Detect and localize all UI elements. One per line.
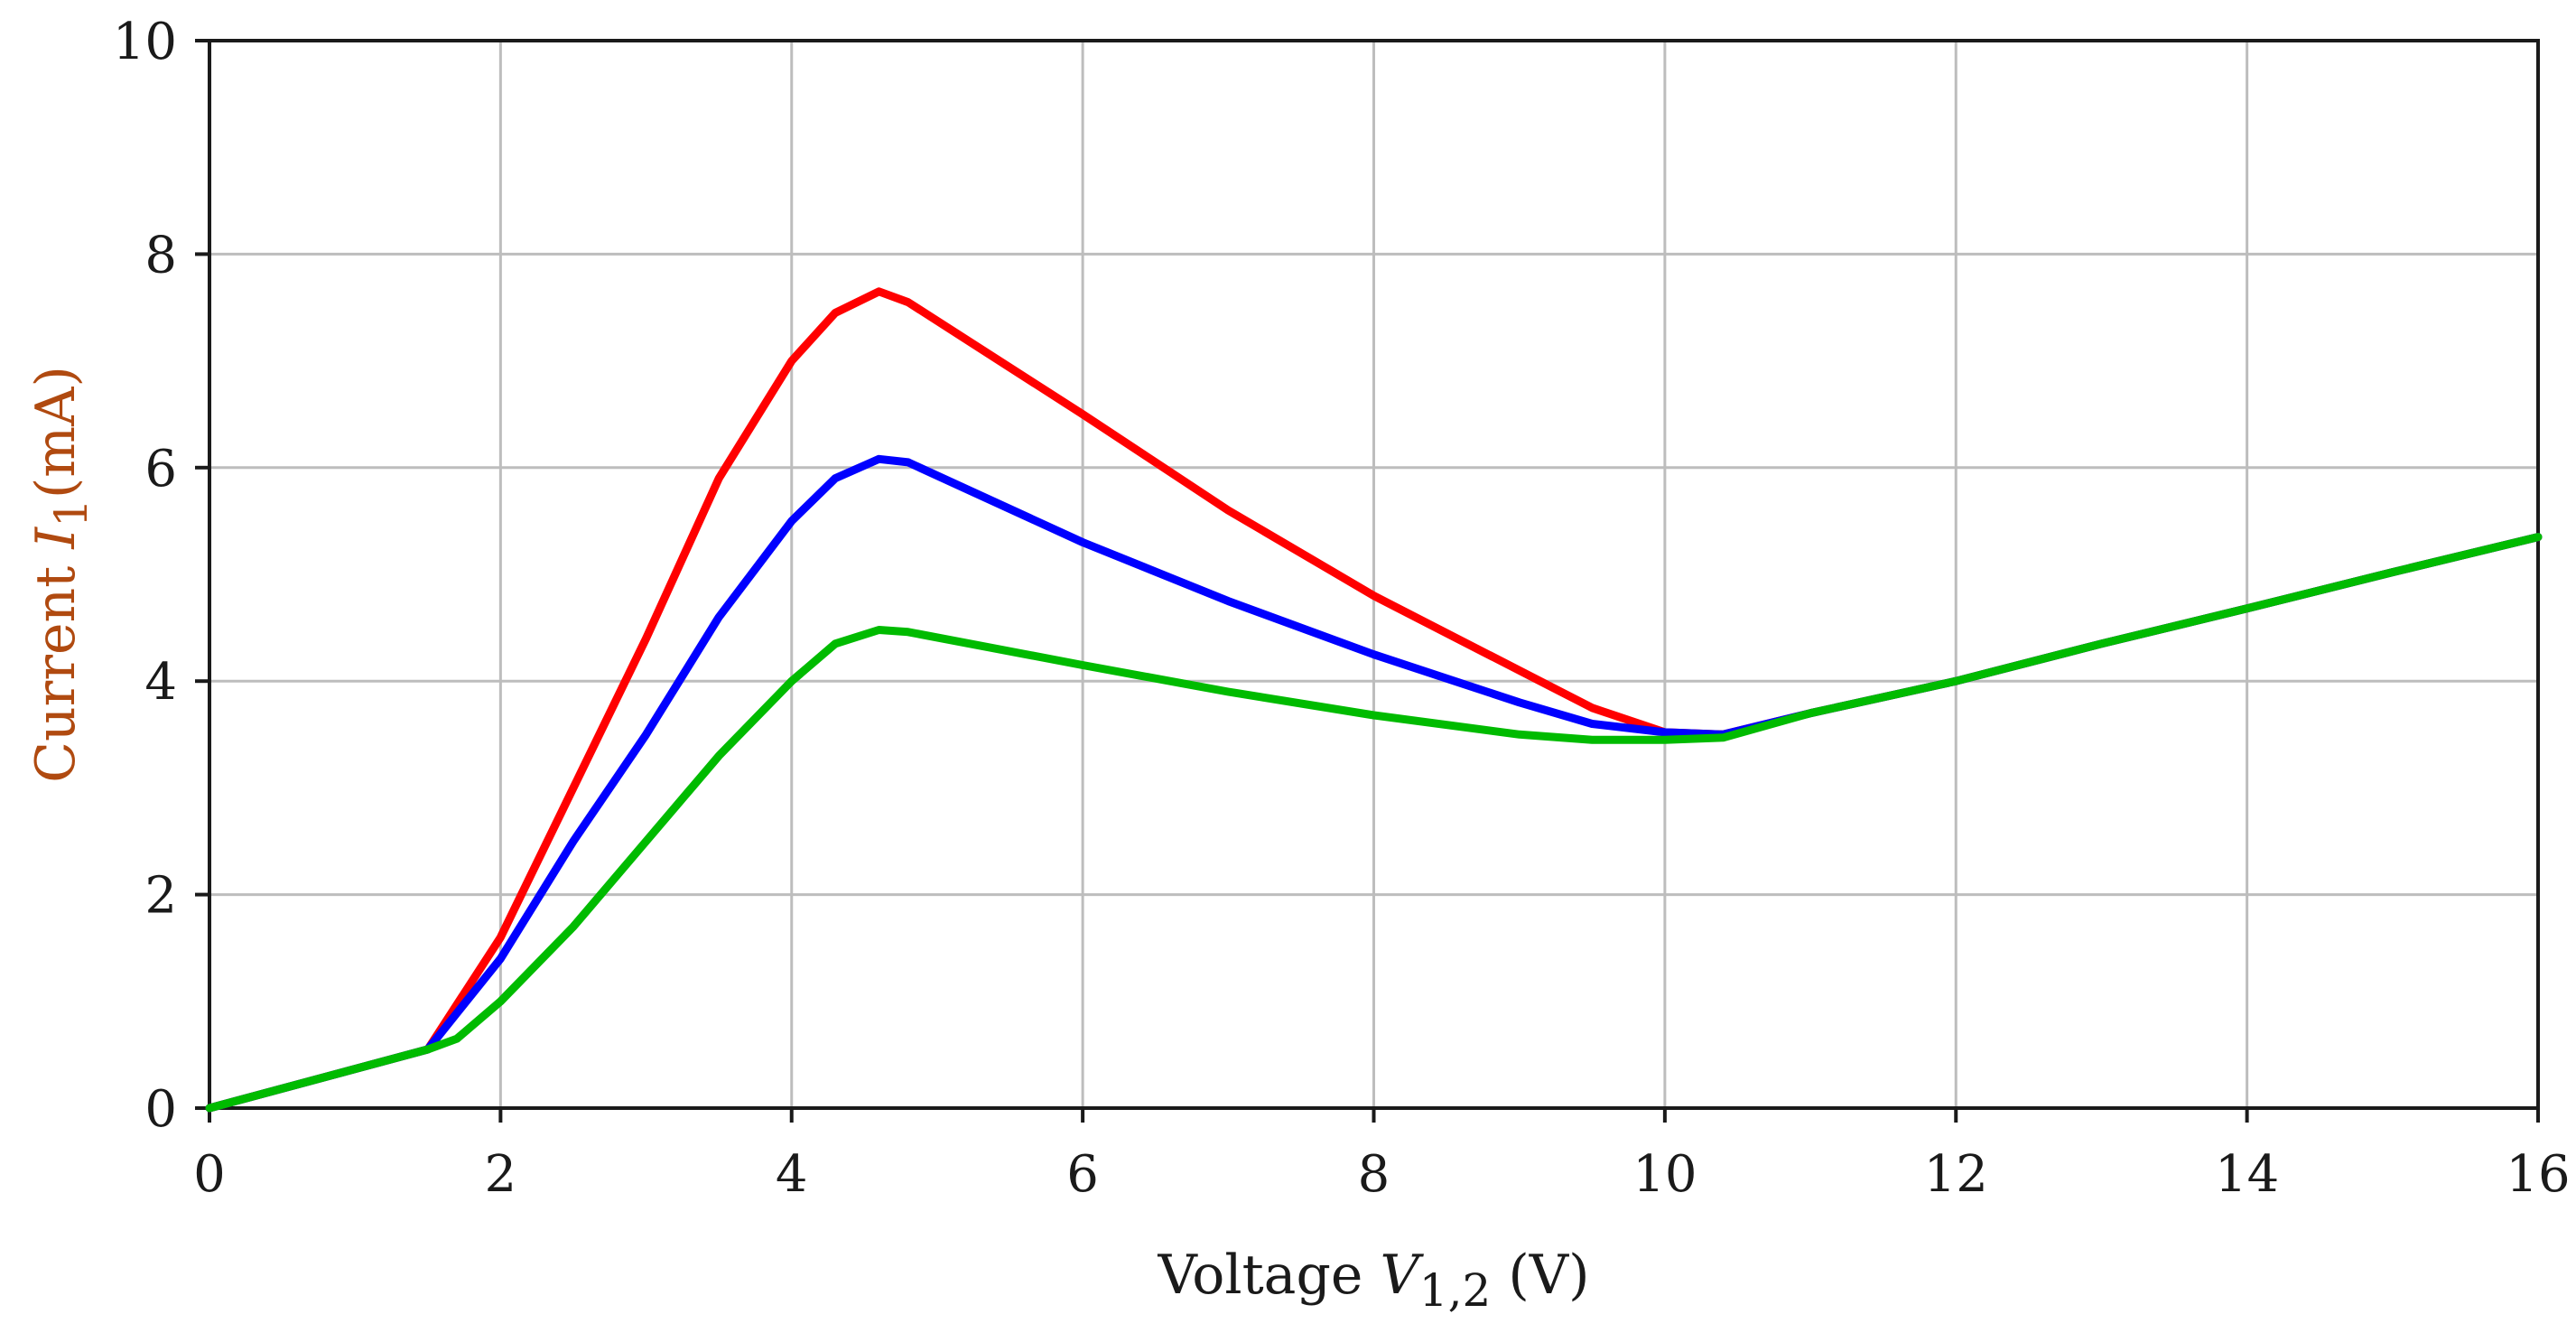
x-tick-label: 10 <box>1632 1145 1697 1204</box>
x-tick-label: 14 <box>2215 1145 2279 1204</box>
x-tick-label: 6 <box>1066 1145 1099 1204</box>
y-tick-label: 6 <box>144 440 177 499</box>
x-tick-label: 2 <box>485 1145 517 1204</box>
x-tick-label: 12 <box>1924 1145 1988 1204</box>
plot-frame <box>208 39 2540 1110</box>
y-tick-label: 8 <box>144 226 177 284</box>
series-line-green <box>205 533 2543 1113</box>
x-axis-label: Voltage V1,2 (V) <box>1157 1244 1589 1317</box>
x-tick-label: 0 <box>193 1145 226 1204</box>
x-axis-label-subscript: 1,2 <box>1419 1264 1492 1317</box>
y-axis-label-suffix: (mA) <box>24 366 88 499</box>
x-axis-label-suffix: (V) <box>1491 1244 1589 1307</box>
data-series <box>205 287 2543 1113</box>
tick-labels: 0 2 4 6 8 10 12 14 16 0 2 4 6 8 10 <box>113 13 2571 1204</box>
y-axis-label-subscript: 1 <box>45 499 98 527</box>
y-axis-label-prefix: Current <box>24 549 88 783</box>
x-tick-label: 8 <box>1358 1145 1390 1204</box>
y-axis-label-symbol: I <box>24 527 88 550</box>
x-tick-label: 16 <box>2506 1145 2570 1204</box>
y-tick-label: 0 <box>144 1080 177 1139</box>
y-axis-label: Current I1(mA) <box>24 366 98 783</box>
y-tick-label: 2 <box>144 867 177 926</box>
x-axis-label-prefix: Voltage <box>1157 1244 1380 1307</box>
x-tick-label: 4 <box>776 1145 808 1204</box>
x-axis-label-symbol: V <box>1380 1244 1424 1307</box>
y-tick-label: 4 <box>144 653 177 712</box>
axes <box>195 39 2540 1123</box>
y-tick-label: 10 <box>113 13 177 71</box>
